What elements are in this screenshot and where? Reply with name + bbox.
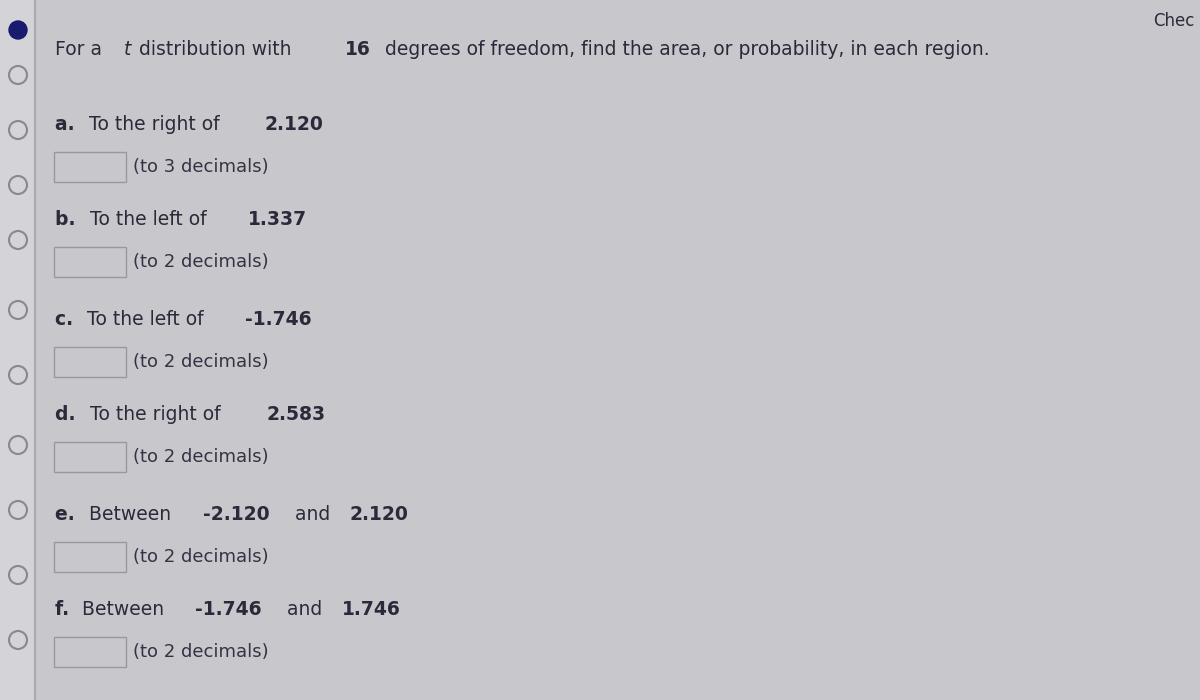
- Text: a.: a.: [55, 115, 82, 134]
- Text: (to 3 decimals): (to 3 decimals): [133, 158, 269, 176]
- Circle shape: [10, 631, 28, 649]
- Circle shape: [10, 436, 28, 454]
- Circle shape: [10, 566, 28, 584]
- Text: To the right of: To the right of: [89, 115, 226, 134]
- Text: and: and: [281, 600, 329, 619]
- Text: 1.337: 1.337: [248, 210, 307, 229]
- FancyBboxPatch shape: [54, 442, 126, 472]
- Circle shape: [10, 176, 28, 194]
- Circle shape: [10, 21, 28, 39]
- Text: t: t: [124, 40, 131, 59]
- Text: To the left of: To the left of: [86, 310, 209, 329]
- Text: Chec: Chec: [1153, 12, 1195, 30]
- Text: To the left of: To the left of: [90, 210, 212, 229]
- FancyBboxPatch shape: [54, 542, 126, 572]
- Circle shape: [10, 231, 28, 249]
- Text: distribution with: distribution with: [133, 40, 298, 59]
- Text: b.: b.: [55, 210, 82, 229]
- Circle shape: [10, 501, 28, 519]
- Text: Between: Between: [89, 505, 176, 524]
- Text: -2.120: -2.120: [203, 505, 269, 524]
- Text: e.: e.: [55, 505, 82, 524]
- FancyBboxPatch shape: [54, 152, 126, 182]
- Bar: [0, 0, 35, 700]
- FancyBboxPatch shape: [54, 637, 126, 667]
- Circle shape: [10, 66, 28, 84]
- Text: For a: For a: [55, 40, 108, 59]
- Text: 2.120: 2.120: [265, 115, 324, 134]
- Text: To the right of: To the right of: [90, 405, 227, 424]
- Text: c.: c.: [55, 310, 79, 329]
- Text: (to 2 decimals): (to 2 decimals): [133, 643, 269, 661]
- Text: 2.583: 2.583: [266, 405, 325, 424]
- Text: and: and: [288, 505, 336, 524]
- Text: 1.746: 1.746: [342, 600, 401, 619]
- Text: (to 2 decimals): (to 2 decimals): [133, 548, 269, 566]
- Text: (to 2 decimals): (to 2 decimals): [133, 353, 269, 371]
- Text: d.: d.: [55, 405, 82, 424]
- Circle shape: [10, 301, 28, 319]
- Text: degrees of freedom, find the area, or probability, in each region.: degrees of freedom, find the area, or pr…: [378, 40, 989, 59]
- Text: (to 2 decimals): (to 2 decimals): [133, 448, 269, 466]
- FancyBboxPatch shape: [54, 247, 126, 277]
- Circle shape: [10, 121, 28, 139]
- Circle shape: [10, 366, 28, 384]
- Text: 2.120: 2.120: [349, 505, 408, 524]
- Text: 16: 16: [346, 40, 371, 59]
- Text: f.: f.: [55, 600, 76, 619]
- Text: (to 2 decimals): (to 2 decimals): [133, 253, 269, 271]
- Text: -1.746: -1.746: [245, 310, 312, 329]
- Text: -1.746: -1.746: [196, 600, 262, 619]
- FancyBboxPatch shape: [54, 347, 126, 377]
- Text: Between: Between: [82, 600, 169, 619]
